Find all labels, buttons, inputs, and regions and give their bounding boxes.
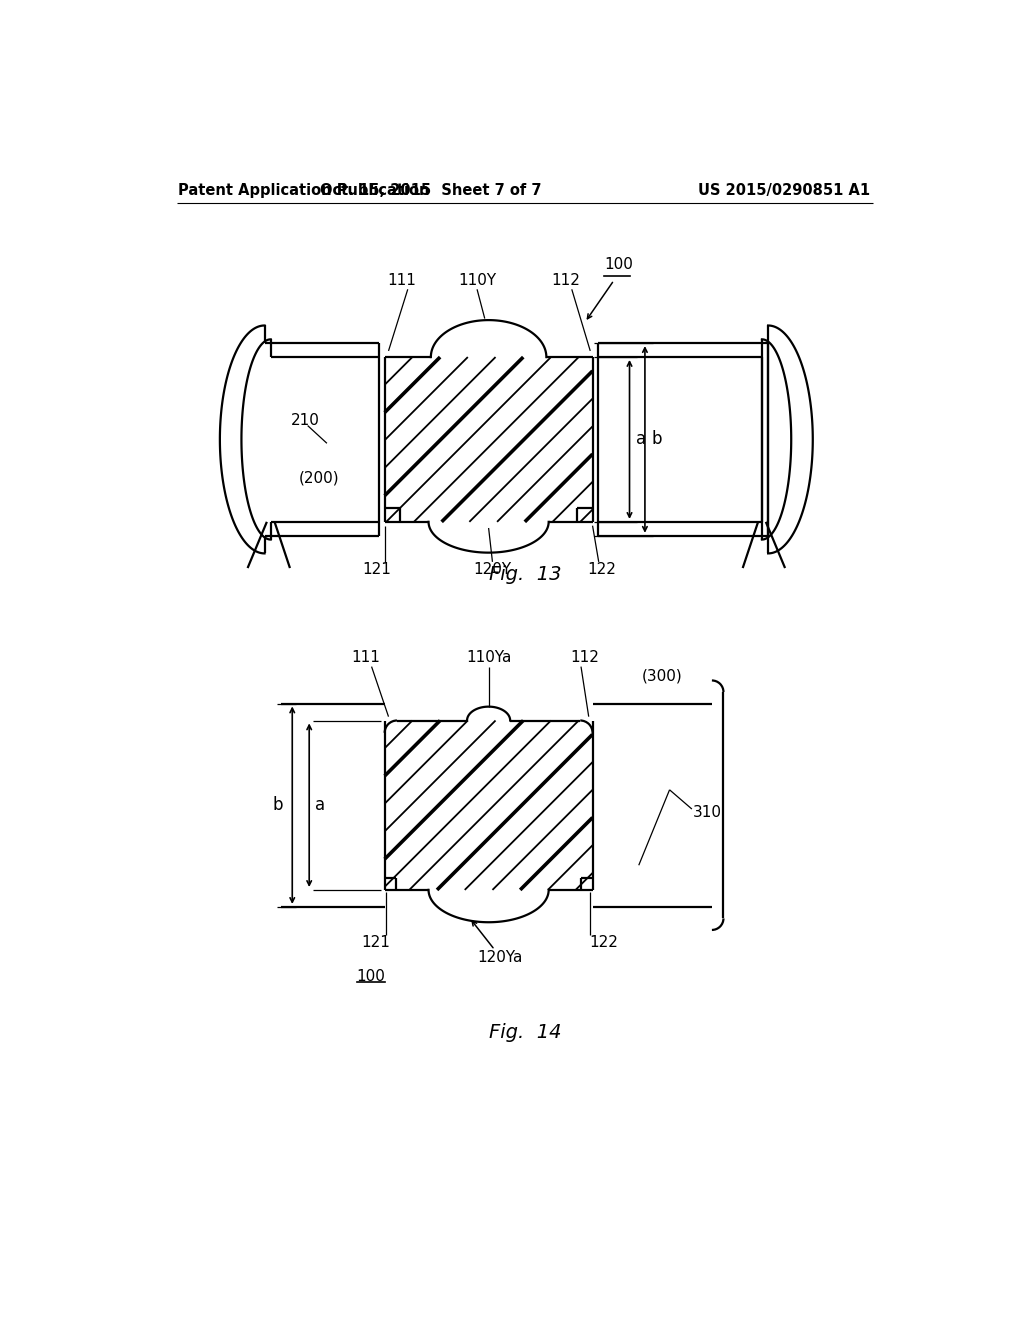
Text: 122: 122 — [588, 562, 616, 577]
Text: Fig.  14: Fig. 14 — [488, 1023, 561, 1041]
Text: a: a — [315, 796, 326, 814]
Text: 112: 112 — [570, 649, 599, 665]
Text: (200): (200) — [299, 470, 340, 486]
Text: 121: 121 — [361, 935, 390, 950]
Text: 120Ya: 120Ya — [477, 950, 523, 965]
Text: Patent Application Publication: Patent Application Publication — [178, 183, 430, 198]
Text: 310: 310 — [692, 805, 722, 821]
Text: Oct. 15, 2015  Sheet 7 of 7: Oct. 15, 2015 Sheet 7 of 7 — [321, 183, 542, 198]
Text: (300): (300) — [641, 668, 682, 684]
Text: a: a — [636, 430, 646, 449]
Text: b: b — [651, 430, 662, 449]
Text: Fig.  13: Fig. 13 — [488, 565, 561, 583]
Text: 100: 100 — [604, 257, 633, 272]
Text: 210: 210 — [291, 413, 319, 428]
Text: 112: 112 — [551, 273, 580, 288]
Text: 120Y: 120Y — [473, 562, 512, 577]
Text: US 2015/0290851 A1: US 2015/0290851 A1 — [697, 183, 869, 198]
Text: b: b — [272, 796, 283, 814]
Text: 110Y: 110Y — [458, 273, 496, 288]
Text: 110Ya: 110Ya — [466, 649, 511, 665]
Text: 122: 122 — [590, 935, 618, 950]
Text: 121: 121 — [362, 562, 391, 577]
Text: 100: 100 — [356, 969, 385, 983]
Text: 111: 111 — [351, 649, 380, 665]
Text: 111: 111 — [387, 273, 416, 288]
